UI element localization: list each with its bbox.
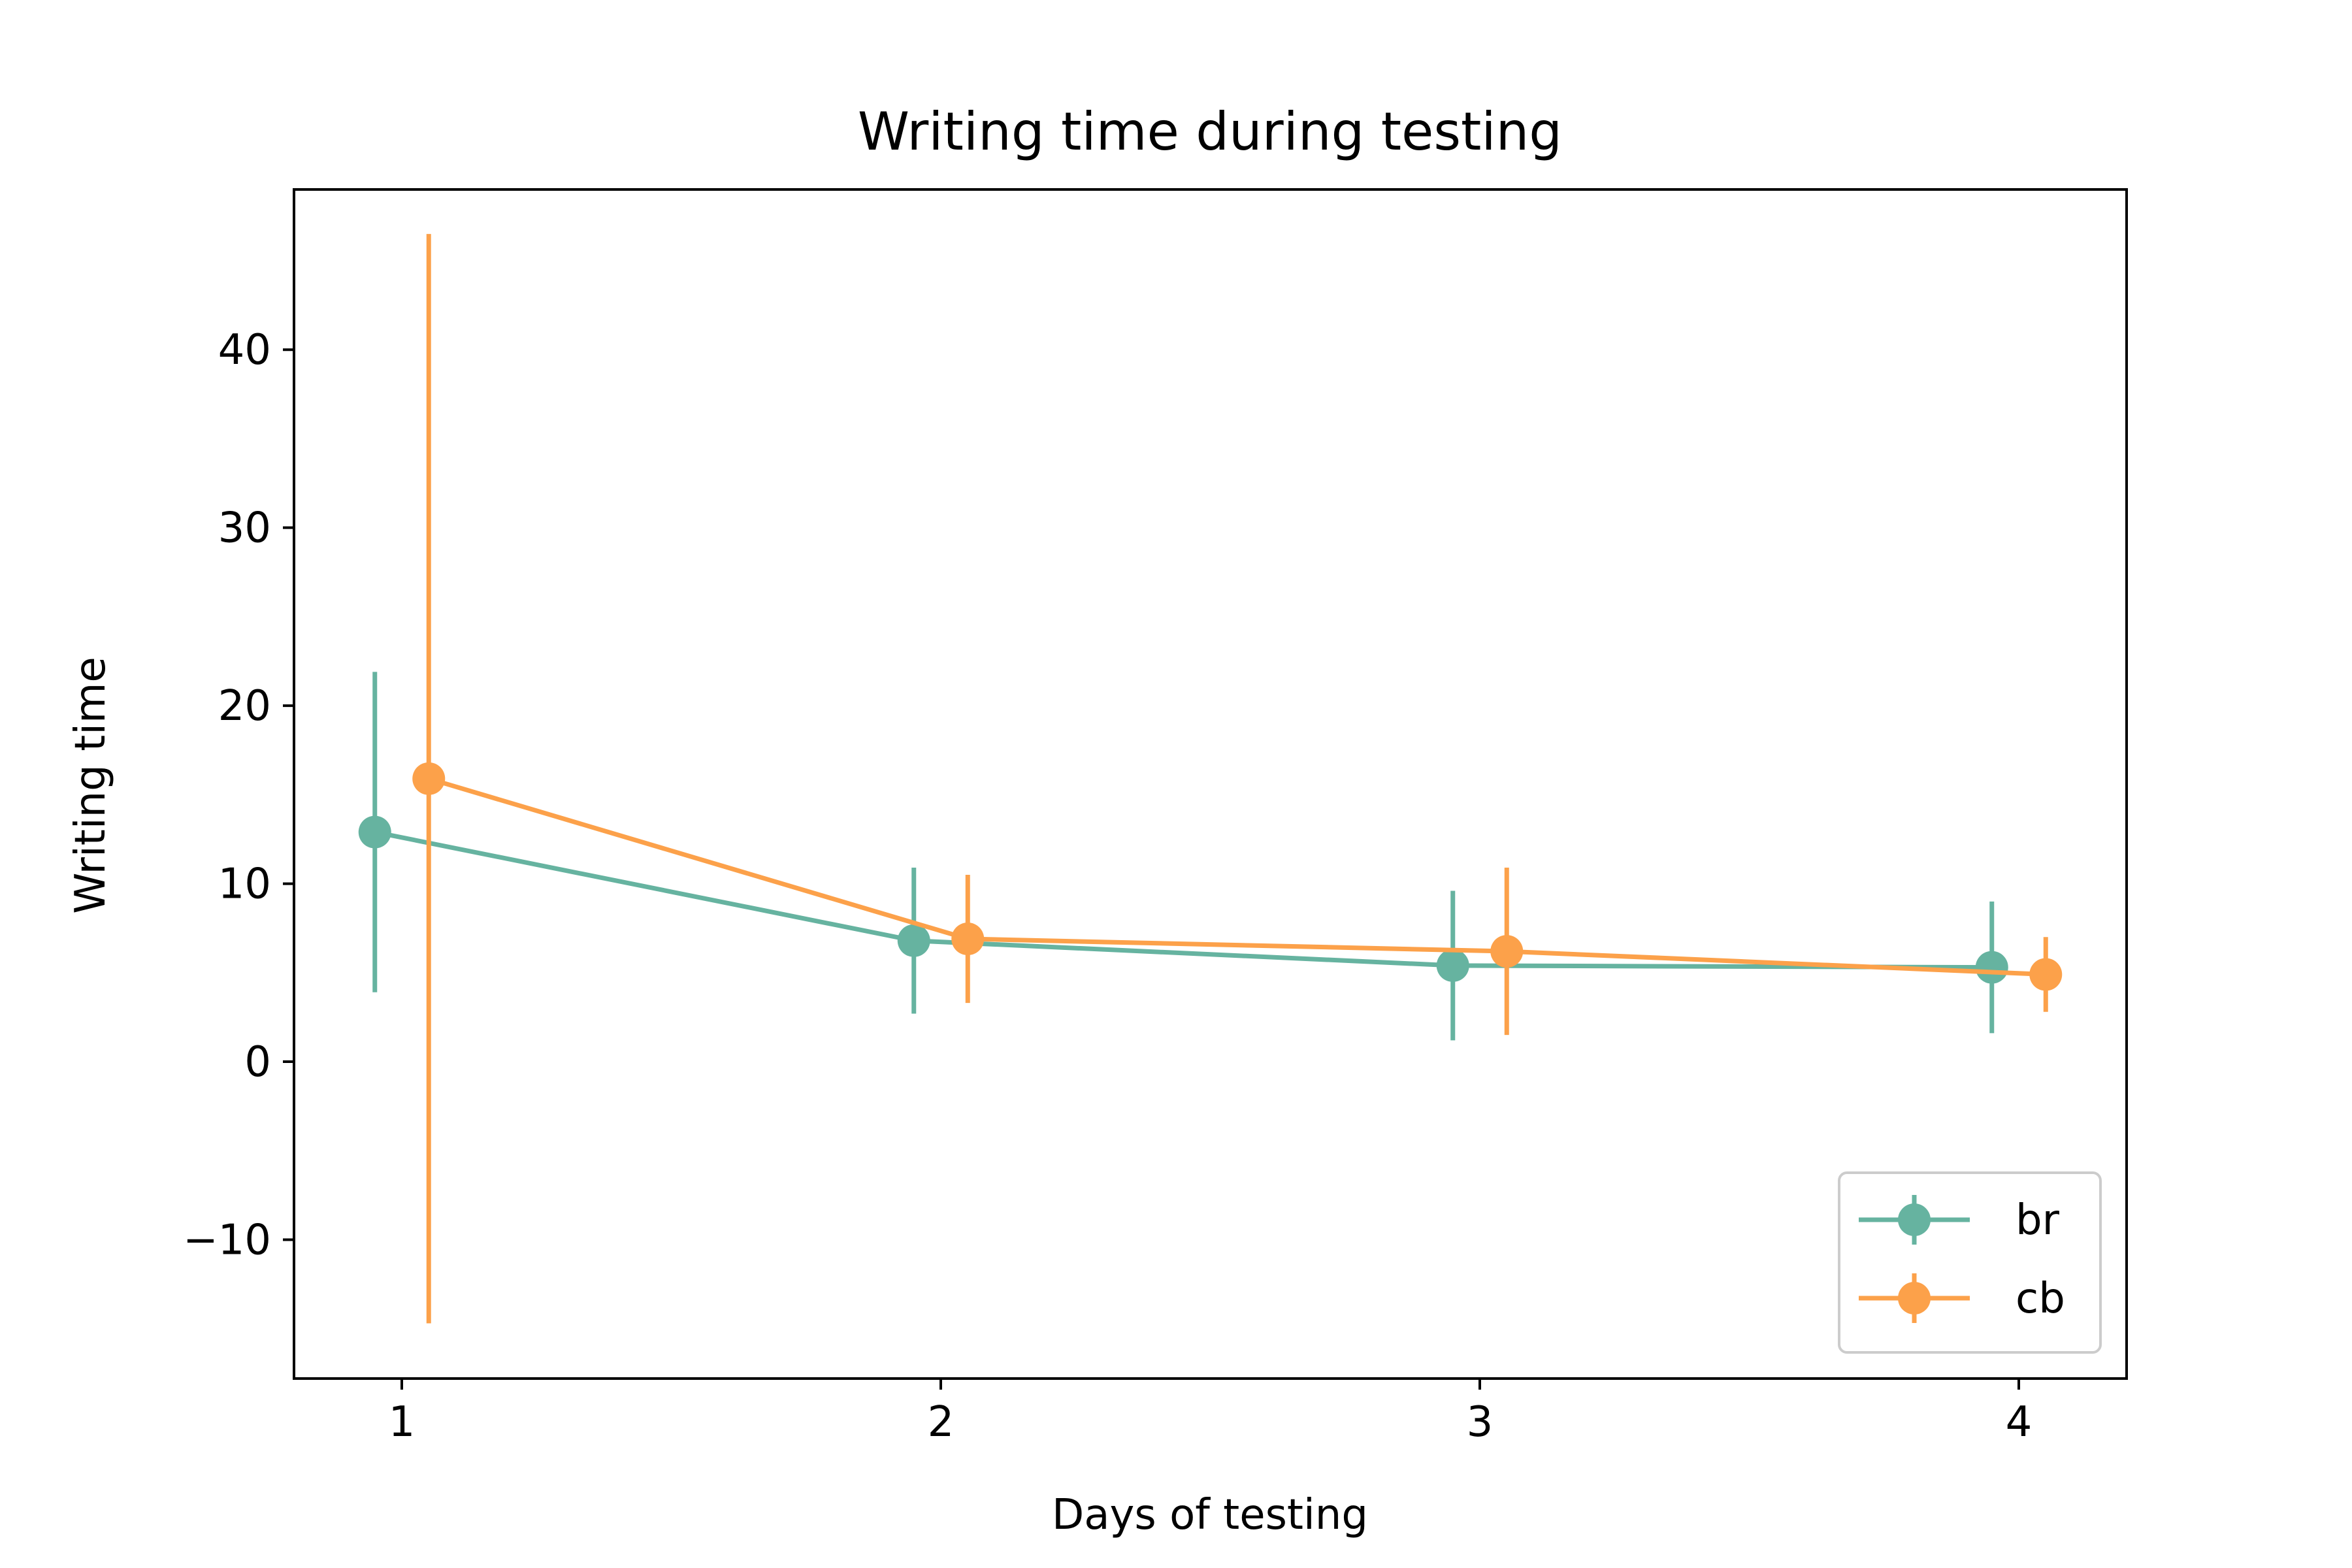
x-tick-label-1: 1 (389, 1398, 416, 1446)
legend-box (1838, 1171, 2102, 1354)
x-axis-label: Days of testing (1052, 1491, 1368, 1539)
data-point-cb-3 (1490, 935, 1524, 968)
series-line-cb (428, 776, 2046, 977)
series-line-br (374, 830, 1992, 970)
data-point-br-1 (358, 815, 391, 849)
data-point-cb-2 (951, 923, 985, 956)
plot-area (293, 188, 2128, 1380)
legend-label-br: br (2016, 1196, 2060, 1245)
data-point-cb-4 (2029, 958, 2063, 991)
legend: br cb (1838, 1171, 2102, 1354)
y-tick-label-30: 30 (218, 504, 271, 553)
legend-marker-br (1898, 1203, 1931, 1236)
data-point-cb-1 (412, 762, 446, 795)
y-axis: −10 0 10 20 30 40 (183, 326, 294, 1264)
series-br (358, 672, 2008, 1041)
legend-label-cb: cb (2016, 1275, 2065, 1323)
x-tick-label-2: 2 (928, 1398, 955, 1446)
y-tick-label--10: −10 (183, 1216, 271, 1264)
y-tick-label-0: 0 (244, 1038, 271, 1086)
series-cb (412, 234, 2063, 1324)
x-tick-label-4: 4 (2006, 1398, 2033, 1446)
plot-frame (293, 188, 2128, 1380)
legend-item-cb: cb (1859, 1273, 2065, 1323)
data-point-br-3 (1436, 949, 1469, 982)
y-tick-label-10: 10 (218, 860, 271, 909)
legend-item-br: br (1859, 1195, 2060, 1245)
chart-title: Writing time during testing (858, 101, 1562, 162)
legend-marker-cb (1898, 1282, 1931, 1315)
x-tick-label-3: 3 (1467, 1398, 1494, 1446)
y-tick-label-20: 20 (218, 682, 271, 730)
y-tick-label-40: 40 (218, 326, 271, 374)
data-point-br-4 (1975, 951, 2008, 984)
y-axis-label: Writing time (67, 657, 115, 914)
data-point-br-2 (897, 924, 930, 957)
x-axis: 1 2 3 4 (389, 1379, 2033, 1446)
